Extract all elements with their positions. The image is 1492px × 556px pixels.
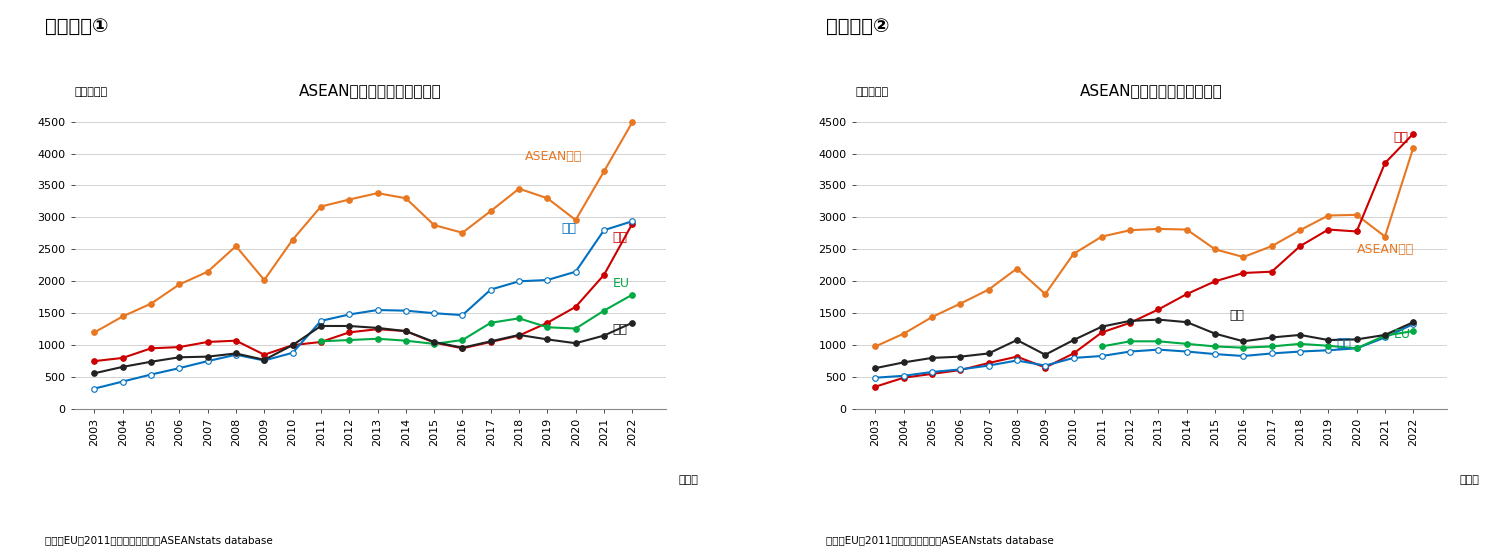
- Text: 図表８－②: 図表８－②: [825, 17, 889, 36]
- Text: （年）: （年）: [677, 475, 698, 485]
- Text: EU: EU: [1394, 328, 1410, 341]
- Text: 中国: 中国: [1394, 131, 1408, 144]
- Text: ASEAN域内: ASEAN域内: [1356, 243, 1414, 256]
- Text: （年）: （年）: [1459, 475, 1479, 485]
- Text: ASEAN域内: ASEAN域内: [525, 150, 582, 163]
- Text: EU: EU: [613, 277, 630, 290]
- Text: 日本: 日本: [1229, 309, 1244, 322]
- Text: 日本: 日本: [613, 324, 628, 336]
- Title: ASEANの地域別輸入額の推移: ASEANの地域別輸入額の推移: [1080, 83, 1223, 98]
- Text: 図表８－①: 図表８－①: [45, 17, 109, 36]
- Text: （注）EUは2011年以降　（資料）ASEANstats database: （注）EUは2011年以降 （資料）ASEANstats database: [45, 535, 273, 545]
- Text: 中国: 中国: [613, 231, 628, 244]
- Text: 米国: 米国: [1337, 337, 1352, 350]
- Text: 米国: 米国: [561, 222, 576, 235]
- Text: （注）EUは2011年以降　（資料）ASEANstats database: （注）EUは2011年以降 （資料）ASEANstats database: [825, 535, 1053, 545]
- Text: （億ドル）: （億ドル）: [855, 87, 889, 97]
- Text: （億ドル）: （億ドル）: [75, 87, 107, 97]
- Title: ASEANの地域別輸出額の推移: ASEANの地域別輸出額の推移: [298, 83, 442, 98]
